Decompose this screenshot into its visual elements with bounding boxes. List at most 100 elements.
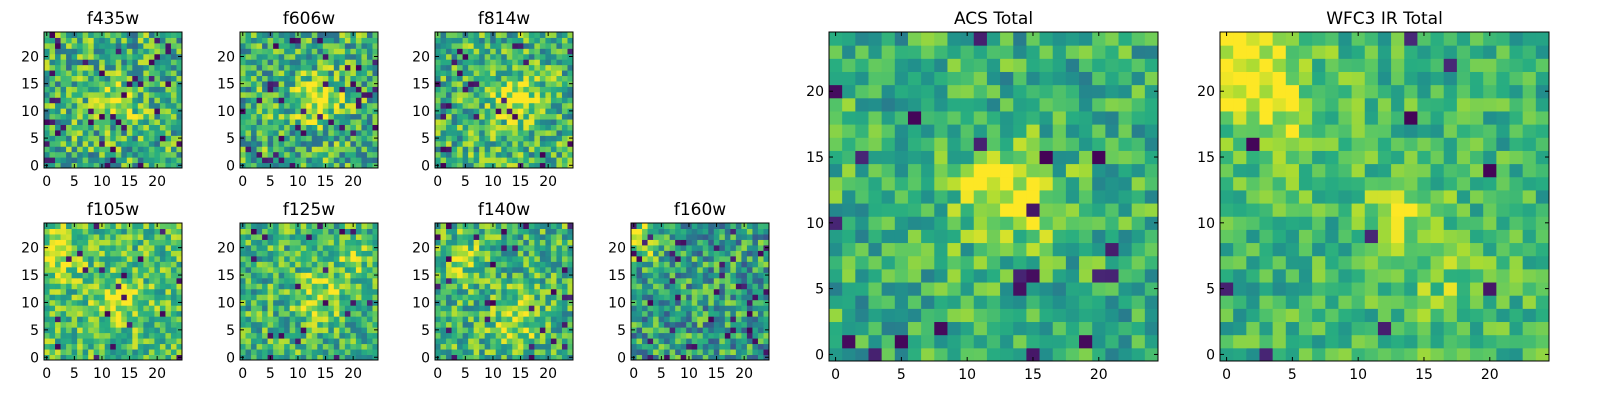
heatmap-cell	[534, 108, 541, 115]
heatmap-cell	[561, 108, 568, 115]
heatmap-cell	[165, 140, 172, 147]
heatmap-cell	[528, 266, 535, 273]
heatmap-cell	[702, 299, 709, 306]
heatmap-cell	[752, 283, 759, 290]
heatmap-cell	[104, 135, 111, 142]
y-tick-label: 15	[608, 268, 626, 284]
heatmap-cell	[104, 321, 111, 328]
heatmap-cell	[328, 91, 335, 98]
heatmap-cell	[501, 343, 508, 350]
heatmap-cell	[451, 316, 458, 323]
heatmap-cell	[350, 97, 357, 104]
heatmap-cell	[159, 37, 166, 44]
heatmap-cell	[77, 91, 84, 98]
heatmap-cell	[550, 332, 557, 339]
heatmap-cell	[273, 91, 280, 98]
heatmap-cell	[104, 266, 111, 273]
heatmap-cell	[517, 250, 524, 257]
heatmap-cell	[512, 135, 519, 142]
heatmap-cell	[451, 244, 458, 251]
heatmap-cell	[366, 80, 373, 87]
heatmap-cell	[154, 266, 161, 273]
heatmap-cell	[328, 157, 335, 164]
heatmap-cell	[1000, 163, 1014, 178]
heatmap-cell	[501, 266, 508, 273]
heatmap-cell	[440, 288, 447, 295]
heatmap-cell	[44, 316, 51, 323]
heatmap-cell	[647, 223, 654, 229]
heatmap-cell	[300, 305, 307, 312]
heatmap-cell	[462, 97, 469, 104]
heatmap-cell	[66, 294, 73, 301]
heatmap-cell	[1131, 308, 1146, 323]
heatmap-cell	[735, 277, 742, 284]
heatmap-cell	[350, 305, 357, 312]
heatmap-cell	[159, 261, 166, 268]
heatmap-cell	[104, 108, 111, 115]
heatmap-cell	[170, 266, 177, 273]
heatmap-cell	[159, 135, 166, 142]
heatmap-cell	[960, 163, 975, 178]
heatmap-cell	[121, 239, 128, 246]
heatmap-cell	[829, 308, 843, 323]
heatmap-cell	[523, 272, 530, 279]
heatmap-cell	[55, 272, 62, 279]
heatmap-cell	[44, 140, 51, 147]
heatmap-cell	[702, 354, 709, 361]
heatmap-cell	[647, 283, 654, 290]
heatmap-cell	[561, 338, 568, 345]
heatmap-cell	[697, 233, 704, 240]
heatmap-cell	[148, 310, 155, 317]
heatmap-cell	[284, 113, 291, 120]
heatmap-cell	[517, 310, 524, 317]
heatmap-cell	[451, 349, 458, 356]
heatmap-cell	[126, 305, 133, 312]
heatmap-cell	[176, 113, 183, 120]
heatmap-cell	[115, 113, 122, 120]
heatmap-cell	[658, 327, 665, 334]
heatmap-cell	[355, 343, 362, 350]
heatmap-cell	[278, 140, 285, 147]
heatmap-cell	[713, 261, 720, 268]
heatmap-cell	[440, 277, 447, 284]
heatmap-cell	[446, 233, 453, 240]
heatmap-cell	[512, 59, 519, 66]
heatmap-cell	[960, 216, 975, 230]
heatmap-cell	[1000, 334, 1014, 349]
heatmap-cell	[344, 140, 351, 147]
heatmap-cell	[719, 349, 726, 356]
heatmap-cell	[556, 349, 563, 356]
heatmap-cell	[647, 294, 654, 301]
heatmap-cell	[262, 305, 269, 312]
heatmap-cell	[561, 343, 568, 350]
heatmap-cell	[894, 334, 909, 349]
heatmap-cell	[333, 113, 340, 120]
heatmap-cell	[647, 316, 654, 323]
heatmap-cell	[435, 119, 442, 125]
heatmap-cell	[724, 223, 731, 229]
heatmap-cell	[545, 261, 552, 268]
heatmap-cell	[435, 294, 442, 301]
heatmap-cell	[333, 283, 340, 290]
heatmap-cell	[757, 332, 764, 339]
heatmap-cell	[468, 80, 475, 87]
heatmap-cell	[159, 53, 166, 60]
heatmap-cell	[960, 229, 975, 244]
heatmap-cell	[440, 102, 447, 109]
heatmap-cell	[366, 64, 373, 71]
heatmap-cell	[686, 283, 693, 290]
heatmap-cell	[741, 316, 748, 323]
heatmap-cell	[468, 70, 475, 77]
heatmap-cell	[137, 146, 144, 153]
heatmap-cell	[697, 228, 704, 235]
heatmap-cell	[490, 157, 497, 164]
heatmap-cell	[82, 102, 89, 109]
heatmap-cell	[473, 255, 480, 262]
heatmap-cell	[143, 343, 150, 350]
heatmap-cell	[763, 277, 770, 284]
heatmap-cell	[121, 64, 128, 71]
heatmap-cell	[132, 272, 139, 279]
heatmap-cell	[907, 295, 922, 309]
heatmap-cell	[512, 108, 519, 115]
heatmap-cell	[763, 343, 770, 350]
